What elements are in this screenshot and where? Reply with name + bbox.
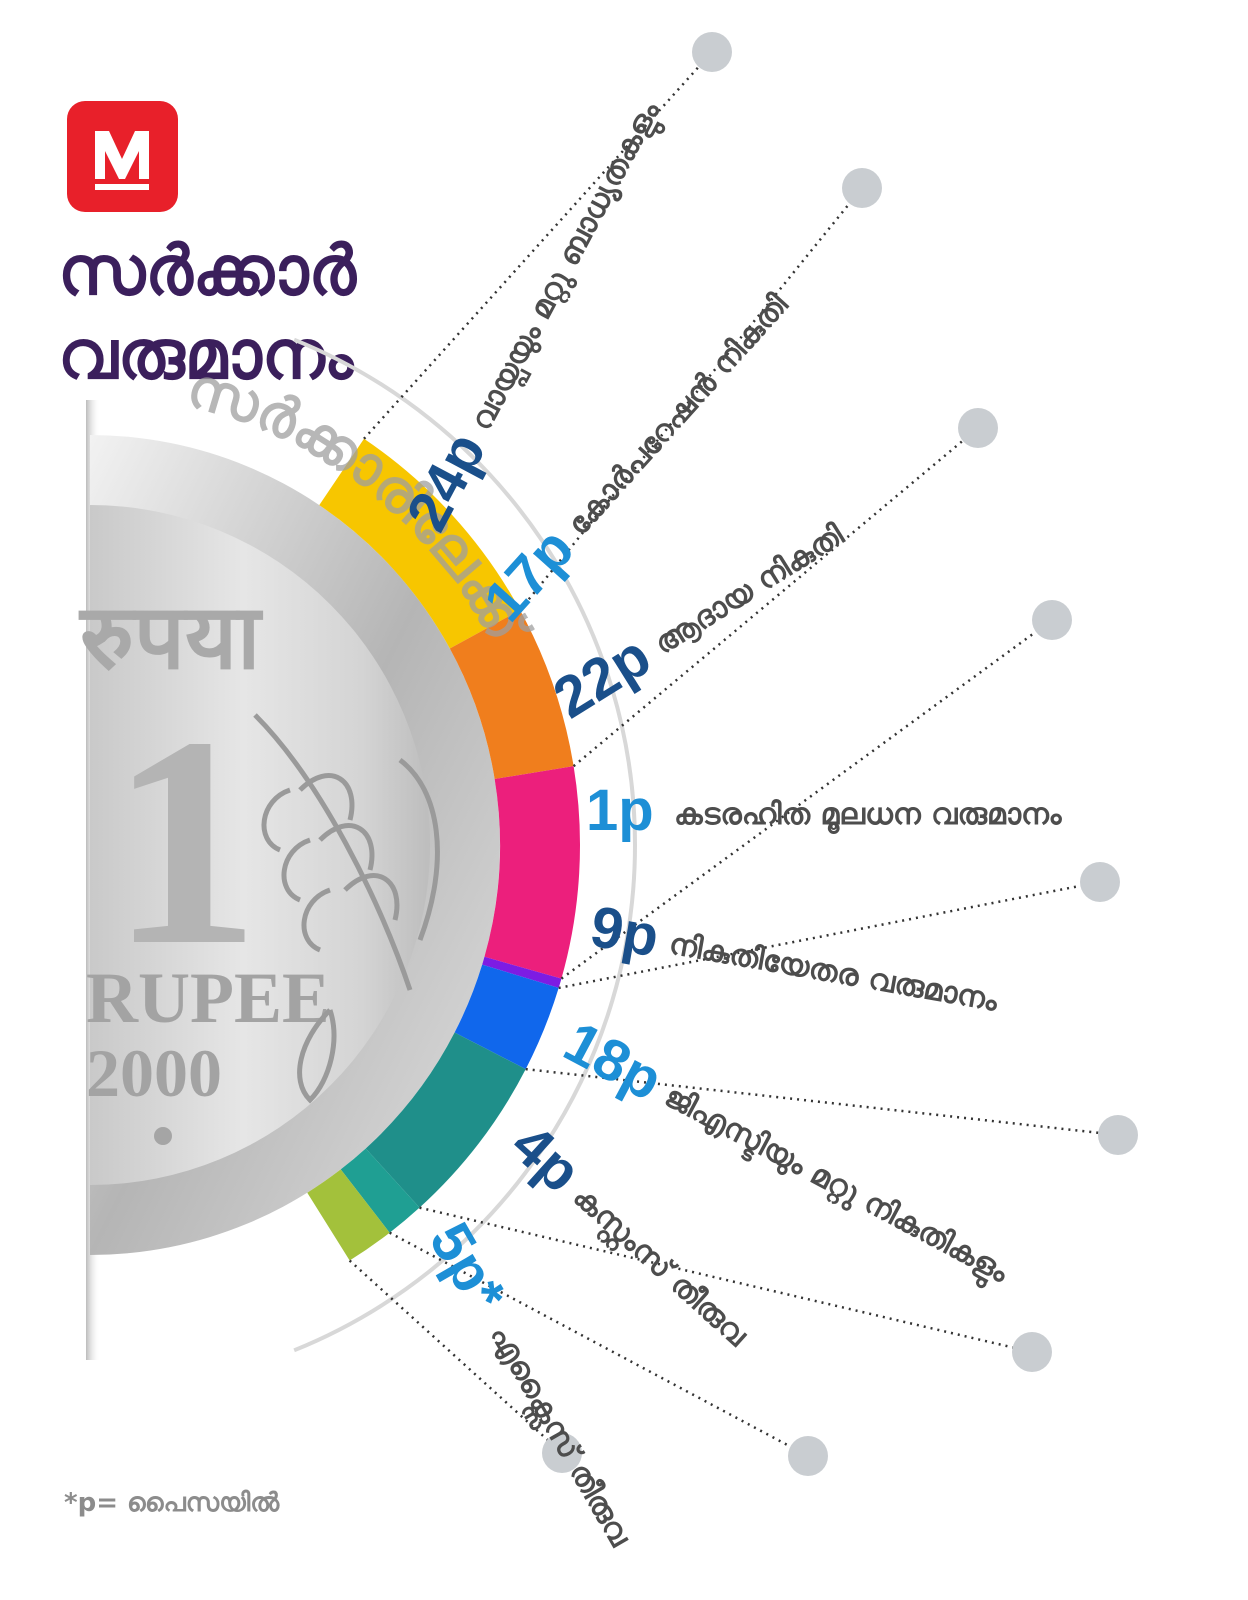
leader-dot-4: [1080, 862, 1120, 902]
leader-dot-7: [788, 1436, 828, 1476]
segment-category-3: കടരഹിത മൂലധന വരുമാനം: [674, 797, 1063, 834]
coin-face-text: रुपया: [78, 585, 263, 690]
segment-category-2: ആദായ നികുതി: [648, 518, 850, 662]
outer-guide-arc: [293, 337, 637, 1353]
band-segment-0: [319, 438, 521, 649]
band-segment-4: [454, 964, 559, 1070]
segment-category-7: എക്സൈസ് തീരുവ: [479, 1319, 638, 1554]
segment-label-group-4: 9p നികുതിയേതര വരുമാനം: [586, 894, 1002, 1019]
page-title-line-1: സർക്കാർ: [58, 232, 356, 311]
leader-lines: [348, 32, 1138, 1476]
leader-dot-5: [1098, 1115, 1138, 1155]
band-segment-2: [484, 766, 580, 979]
leader-dot-0: [692, 32, 732, 72]
band-segment-7: [307, 1169, 390, 1261]
band-segment-5: [365, 1032, 526, 1208]
segment-value-3: 1p: [586, 778, 654, 843]
segment-category-0: വായ്പയും മറ്റു ബാധ്യതകളും: [464, 95, 674, 440]
coin: रुपया 1 RUPEE 2000: [78, 435, 500, 1255]
segment-category-1: കോർപറേഷൻ നികുതി: [561, 288, 795, 543]
segment-value-4: 9p: [586, 894, 664, 970]
leader-line-0: [363, 51, 713, 440]
footnote: *p= പൈസയിൽ: [64, 1488, 280, 1518]
logo-m-icon: [95, 131, 149, 190]
leader-dot-3: [1032, 600, 1072, 640]
segment-category-6: കസ്റ്റംസ് തീരുവ: [562, 1179, 754, 1358]
coin-word: RUPEE: [86, 958, 330, 1038]
leader-dot-2: [958, 408, 998, 448]
segment-label-group-3: 1p കടരഹിത മൂലധന വരുമാനം: [586, 778, 1063, 843]
band-segment-1: [449, 610, 574, 780]
brand-logo: [67, 101, 178, 212]
band-segment-3: [482, 956, 562, 988]
revenue-band: [307, 438, 580, 1261]
coin-year: 2000: [86, 1035, 222, 1111]
segment-category-5: ജിഎസ്ടിയും മറ്റു നികുതികളും: [656, 1079, 1016, 1297]
leader-line-4: [558, 880, 1101, 990]
leader-line-5: [525, 1067, 1119, 1137]
coin-denomination: 1: [110, 675, 260, 1007]
segment-value-7: 5p*: [417, 1212, 519, 1323]
page-title-line-2: വരുമാനം: [58, 316, 354, 395]
segment-category-4: നികുതിയേതര വരുമാനം: [666, 926, 1001, 1019]
coin-face: [90, 505, 430, 1185]
leader-line-end: [348, 1259, 563, 1454]
band-segment-6: [340, 1148, 420, 1233]
coin-dot: [154, 1127, 172, 1145]
leader-dot-1: [842, 168, 882, 208]
segment-label-group-7: 5p*എക്സൈസ് തീരുവ: [417, 1212, 638, 1555]
leader-dot-6: [1012, 1332, 1052, 1372]
leader-dot-end: [542, 1433, 582, 1473]
wheat-emblem-icon: [253, 713, 440, 1104]
